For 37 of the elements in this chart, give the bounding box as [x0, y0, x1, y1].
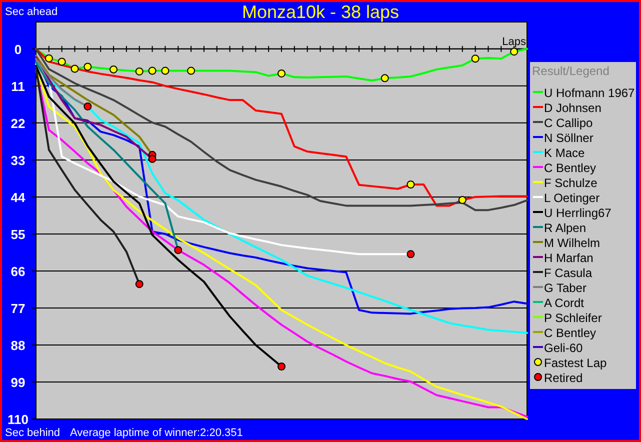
legend-label: C Bentley: [544, 326, 596, 340]
y-tick-label: 11: [11, 78, 25, 94]
y-tick-label: 99: [10, 374, 26, 390]
legend-label: Retired: [544, 371, 583, 385]
y-tick-label: 66: [10, 264, 26, 279]
legend-label: K Mace: [544, 146, 586, 160]
legend-label: D Johnsen: [544, 101, 602, 115]
y-tick-label: 55: [10, 226, 26, 242]
y-tick-label: 44: [10, 190, 26, 205]
legend-label: G Taber: [544, 281, 586, 295]
legend-label: N Söllner: [544, 131, 594, 145]
y-tick-label: 0: [14, 42, 22, 57]
y-tick-label: 88: [10, 338, 26, 353]
legend-label: Fastest Lap: [544, 356, 608, 370]
y-tick-label: 22: [10, 116, 26, 131]
y-axis-title: Sec ahead: [5, 6, 58, 18]
legend-label: U Hofmann 1967: [544, 86, 636, 100]
text: Average laptime of winner:2:20.351: [70, 427, 243, 439]
text: Sec behind: [5, 427, 60, 439]
legend-label: C Callipo: [544, 116, 594, 130]
legend-label: U Herrling67: [544, 206, 612, 220]
y-tick-label: 77: [10, 300, 26, 316]
legend-label: M Wilhelm: [544, 236, 600, 250]
legend-label: Geli-60: [544, 341, 584, 355]
legend-label: F Schulze: [544, 176, 598, 190]
legend-label: A Cordt: [544, 296, 585, 310]
legend-label: C Bentley: [544, 161, 596, 175]
legend-title: Result/Legend: [532, 64, 610, 78]
y-tick-label: 33: [10, 152, 26, 168]
legend-label: L Oetinger: [544, 191, 600, 205]
x-axis-title: Laps: [502, 36, 526, 48]
legend-label: F Casula: [544, 266, 592, 280]
legend-label: P Schleifer: [544, 311, 602, 325]
legend-label: R Alpen: [544, 221, 586, 235]
y-tick-label: 110: [8, 412, 28, 427]
chart-title: Monza10k - 38 laps: [242, 2, 400, 22]
legend-label: H Marfan: [544, 251, 594, 265]
